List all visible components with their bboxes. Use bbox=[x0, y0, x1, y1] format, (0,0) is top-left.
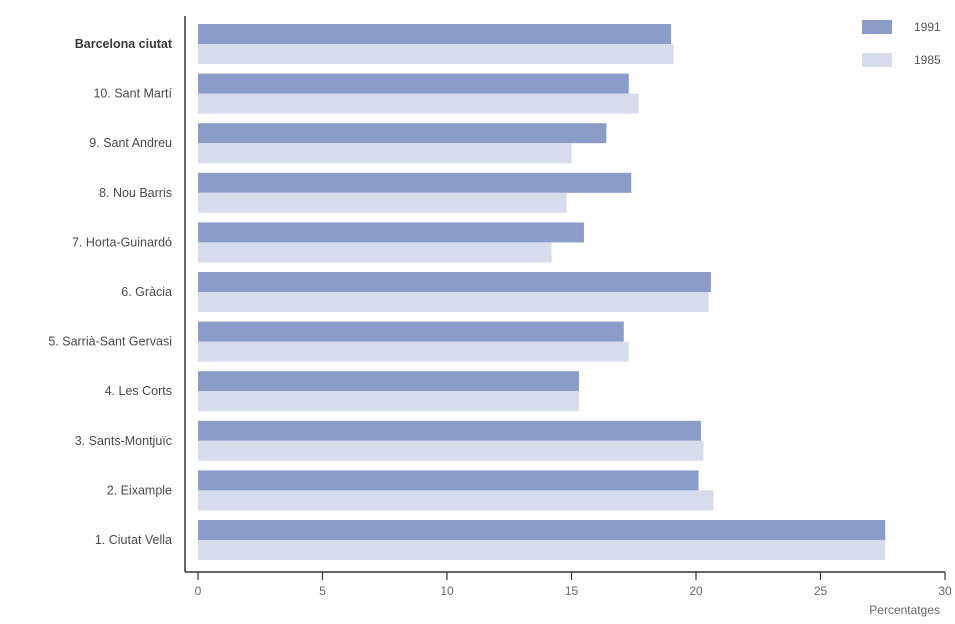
category-label: 9. Sant Andreu bbox=[89, 136, 172, 150]
bar-1991-4 bbox=[198, 172, 632, 193]
bar-1985-10 bbox=[198, 490, 714, 511]
bar-1991-10 bbox=[198, 470, 699, 491]
bars-group bbox=[198, 24, 886, 560]
x-ticks: 0 5 10 15 20 25 30 bbox=[195, 572, 952, 598]
legend-label-1991: 1991 bbox=[914, 20, 941, 34]
category-label: 6. Gràcia bbox=[121, 285, 172, 299]
bar-1991-11 bbox=[198, 520, 886, 540]
bar-1985-9 bbox=[198, 440, 704, 461]
bar-1991-8 bbox=[198, 371, 579, 392]
x-tick-label: 20 bbox=[689, 584, 703, 598]
x-tick-label: 15 bbox=[565, 584, 579, 598]
bar-1985-4 bbox=[198, 192, 567, 213]
bar-1985-11 bbox=[198, 540, 886, 560]
legend-swatch-1991 bbox=[862, 20, 892, 34]
category-label: 2. Eixample bbox=[107, 483, 172, 497]
bar-1991-9 bbox=[198, 420, 701, 441]
category-label: 7. Horta-Guinardó bbox=[72, 235, 172, 249]
category-label: 5. Sarrià-Sant Gervasi bbox=[48, 335, 172, 349]
bar-1991-7 bbox=[198, 321, 624, 342]
bar-1991-5 bbox=[198, 222, 584, 243]
legend-label-1985: 1985 bbox=[914, 53, 941, 67]
bar-1991-3 bbox=[198, 123, 607, 144]
category-label: 3. Sants-Montjuïc bbox=[75, 434, 172, 448]
x-axis bbox=[184, 16, 945, 573]
category-label: 1. Ciutat Vella bbox=[95, 533, 172, 547]
bar-1985-8 bbox=[198, 391, 579, 412]
bar-1985-3 bbox=[198, 143, 572, 164]
x-tick-label: 30 bbox=[938, 584, 952, 598]
bar-1985-7 bbox=[198, 341, 629, 362]
bar-1991-1 bbox=[198, 24, 672, 44]
x-tick-label: 10 bbox=[440, 584, 454, 598]
bar-1985-5 bbox=[198, 242, 552, 263]
category-label: 4. Les Corts bbox=[105, 384, 172, 398]
x-tick-label: 5 bbox=[319, 584, 326, 598]
x-tick-label: 25 bbox=[814, 584, 828, 598]
category-labels: Barcelona ciutat 10. Sant Martí 9. Sant An… bbox=[48, 37, 172, 547]
bar-1985-1 bbox=[198, 44, 674, 64]
x-axis-title: Percentatges bbox=[869, 603, 940, 617]
bar-1991-2 bbox=[198, 73, 629, 94]
x-tick-label: 0 bbox=[195, 584, 202, 598]
legend-swatch-1985 bbox=[862, 53, 892, 67]
bar-1985-2 bbox=[198, 93, 639, 114]
bar-1991-6 bbox=[198, 272, 711, 292]
legend: 1991 1985 bbox=[862, 20, 941, 67]
category-label: 10. Sant Martí bbox=[93, 87, 172, 101]
category-label: Barcelona ciutat bbox=[75, 37, 173, 51]
category-label: 8. Nou Barris bbox=[99, 186, 172, 200]
bar-1985-6 bbox=[198, 292, 709, 312]
